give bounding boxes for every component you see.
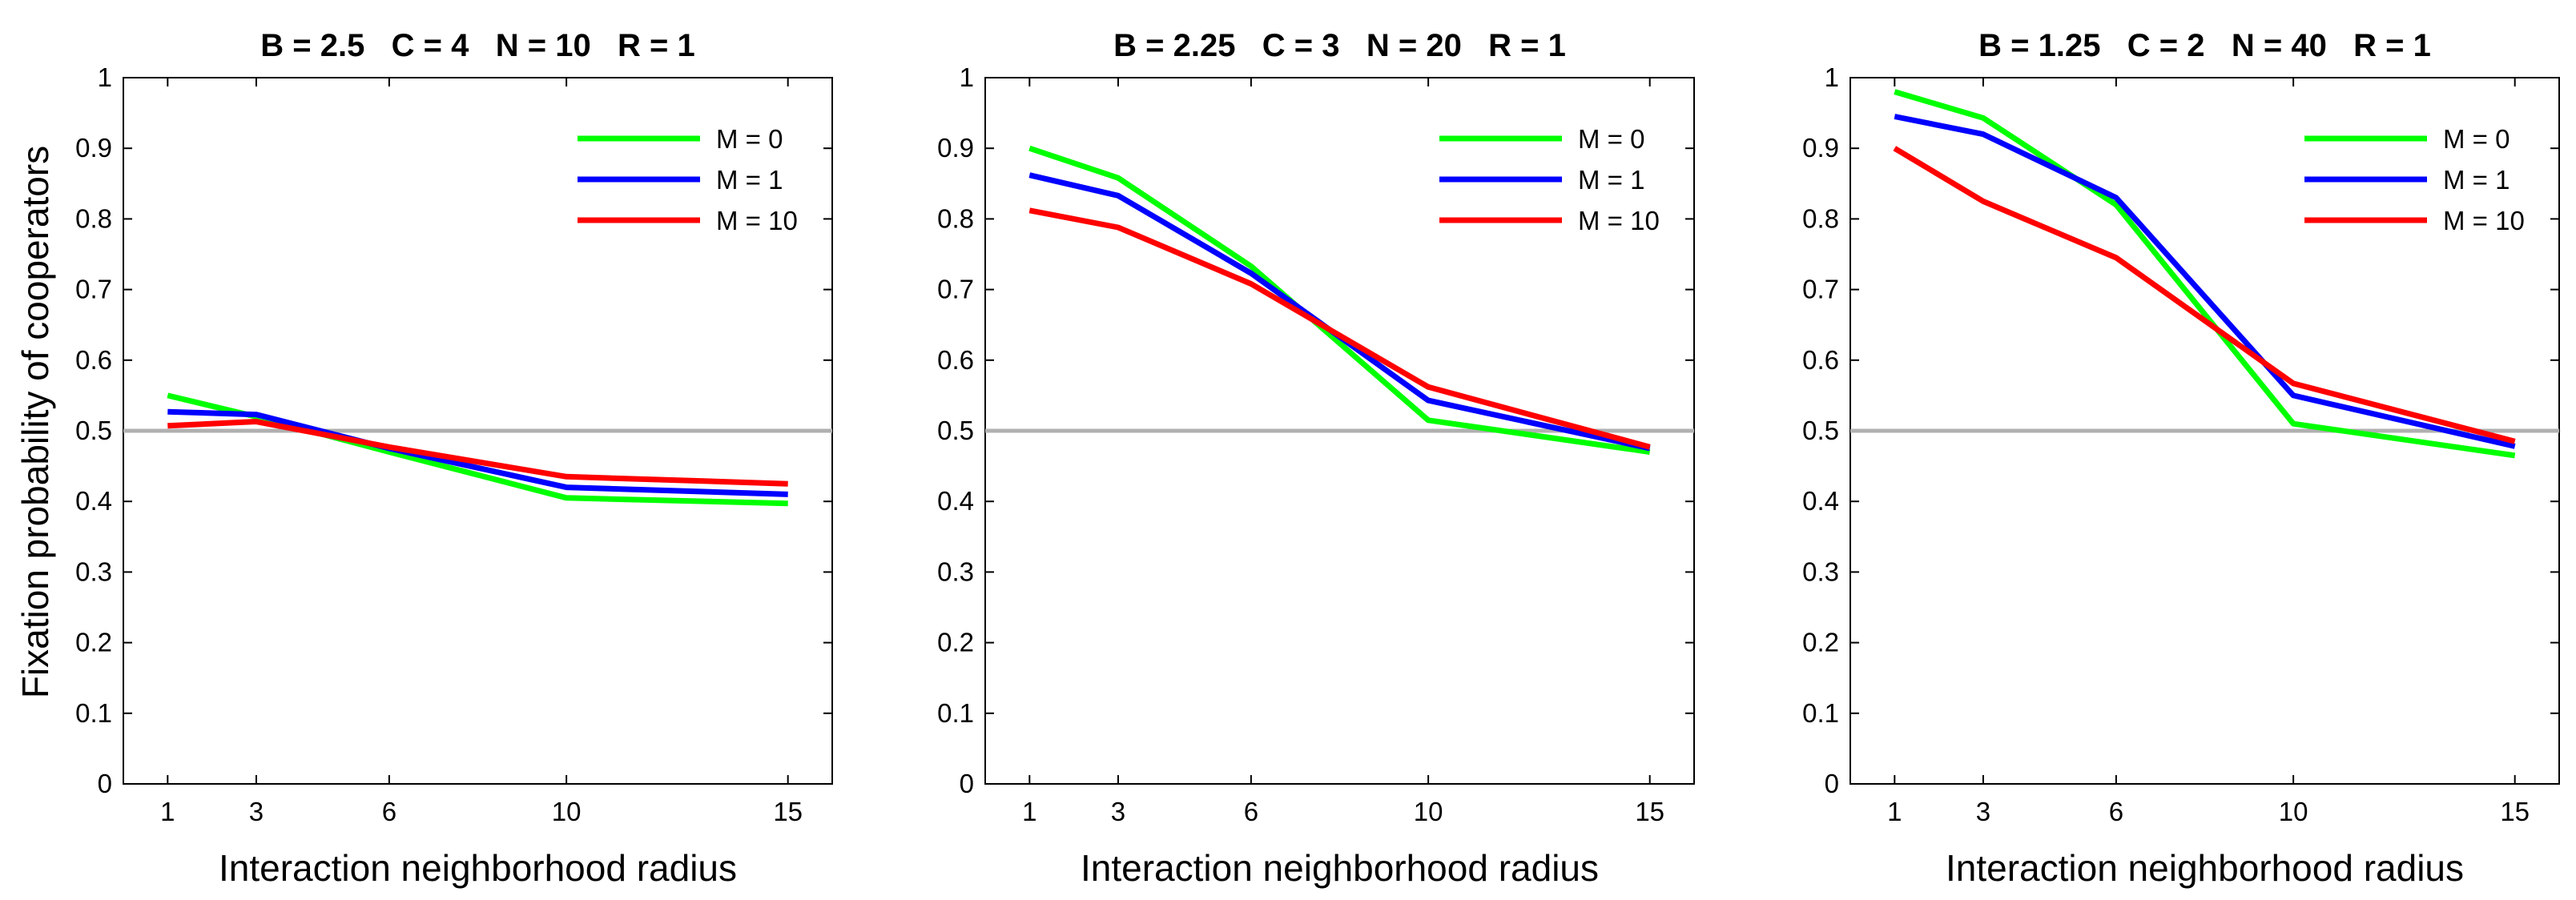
series-line-m-0 xyxy=(1894,89,2516,459)
y-tick-label: 0.9 xyxy=(75,133,112,163)
panel-title: B = 1.25 C = 2 N = 40 R = 1 xyxy=(1978,28,2431,63)
y-tick-label: 0.3 xyxy=(937,556,974,586)
series-line-m-10 xyxy=(1028,207,1651,450)
x-tick-label: 6 xyxy=(1244,797,1258,826)
y-tick-label: 0.8 xyxy=(1802,203,1839,233)
y-tick-label: 0.7 xyxy=(75,275,112,304)
y-tick-label: 0.3 xyxy=(75,556,112,586)
series-line-m-1 xyxy=(1894,114,2516,449)
y-tick-label: 0 xyxy=(98,769,112,798)
y-tick-label: 0.9 xyxy=(937,133,974,163)
x-tick-label: 3 xyxy=(249,797,264,826)
legend-label: M = 1 xyxy=(1578,165,1644,195)
y-tick-label: 0.6 xyxy=(937,345,974,375)
x-tick-label: 10 xyxy=(2279,797,2308,826)
y-tick-label: 0.9 xyxy=(1802,133,1839,163)
x-tick-label: 6 xyxy=(2109,797,2123,826)
panel-2: B = 2.25 C = 3 N = 20 R = 1 0 0.1 0.2 0.3 0.4… xyxy=(937,28,1695,889)
y-tick-label: 0.7 xyxy=(937,275,974,304)
x-tick-label: 6 xyxy=(382,797,396,826)
x-tick-label: 10 xyxy=(1414,797,1443,826)
y-tick-label: 0 xyxy=(960,769,974,798)
x-tick-label: 3 xyxy=(1976,797,1990,826)
series-line-m-1 xyxy=(1028,172,1651,452)
y-tick-label: 0.6 xyxy=(1802,345,1839,375)
x-tick-label: 1 xyxy=(1887,797,1902,826)
legend-label: M = 0 xyxy=(2443,124,2510,154)
y-tick-label: 0.4 xyxy=(1802,486,1839,516)
x-tick-label: 15 xyxy=(2500,797,2530,826)
legend-label: M = 10 xyxy=(716,206,798,235)
panel-3: B = 1.25 C = 2 N = 40 R = 1 0 0.1 0.2 0.3 0.4… xyxy=(1802,28,2560,889)
y-tick-label: 0 xyxy=(1825,769,1839,798)
x-tick-label: 1 xyxy=(160,797,175,826)
legend-label: M = 1 xyxy=(716,165,783,195)
legend: M = 0 M = 1 M = 10 xyxy=(578,124,798,235)
series-line-m-0 xyxy=(1028,145,1651,455)
y-tick-label: 0.4 xyxy=(937,486,974,516)
x-tick-label: 1 xyxy=(1022,797,1036,826)
panel-1: B = 2.5 C = 4 N = 10 R = 1 0 0.1 0.2 0.3 0.4 0… xyxy=(75,28,833,889)
y-tick-label: 0.5 xyxy=(1802,416,1839,445)
y-tick-label: 0.8 xyxy=(937,203,974,233)
y-tick-label: 0.8 xyxy=(75,203,112,233)
y-tick-label: 0.6 xyxy=(75,345,112,375)
y-axis-label: Fixation probability of cooperators xyxy=(14,146,56,698)
legend-label: M = 10 xyxy=(2443,206,2525,235)
x-tick-label: 15 xyxy=(1635,797,1664,826)
series-line-m-10 xyxy=(167,419,788,487)
series-line-m-0 xyxy=(167,392,788,507)
legend-label: M = 1 xyxy=(2443,165,2510,195)
series-line-m-10 xyxy=(1893,146,2516,444)
x-axis-label: Interaction neighborhood radius xyxy=(219,847,737,889)
y-tick-label: 0.2 xyxy=(75,628,112,657)
y-tick-label: 1 xyxy=(1825,62,1839,92)
y-tick-label: 0.7 xyxy=(1802,275,1839,304)
y-tick-label: 0.1 xyxy=(75,698,112,728)
legend: M = 0 M = 1 M = 10 xyxy=(1439,124,1660,235)
y-tick-label: 0.5 xyxy=(75,416,112,445)
legend-label: M = 10 xyxy=(1578,206,1660,235)
y-tick-label: 0.2 xyxy=(1802,628,1839,657)
y-tick-label: 1 xyxy=(960,62,974,92)
y-tick-label: 0.1 xyxy=(937,698,974,728)
x-axis-label: Interaction neighborhood radius xyxy=(1946,847,2464,889)
y-tick-label: 0.1 xyxy=(1802,698,1839,728)
y-tick-label: 0.2 xyxy=(937,628,974,657)
panel-title: B = 2.25 C = 3 N = 20 R = 1 xyxy=(1113,28,1566,63)
y-tick-label: 0.5 xyxy=(937,416,974,445)
legend: M = 0 M = 1 M = 10 xyxy=(2304,124,2525,235)
x-tick-label: 10 xyxy=(552,797,582,826)
x-tick-label: 3 xyxy=(1111,797,1125,826)
x-axis-label: Interaction neighborhood radius xyxy=(1081,847,1599,889)
y-tick-label: 1 xyxy=(98,62,112,92)
legend-label: M = 0 xyxy=(1578,124,1644,154)
y-tick-label: 0.4 xyxy=(75,486,112,516)
x-tick-label: 15 xyxy=(773,797,803,826)
y-tick-label: 0.3 xyxy=(1802,556,1839,586)
legend-label: M = 0 xyxy=(716,124,783,154)
panel-title: B = 2.5 C = 4 N = 10 R = 1 xyxy=(260,28,695,63)
